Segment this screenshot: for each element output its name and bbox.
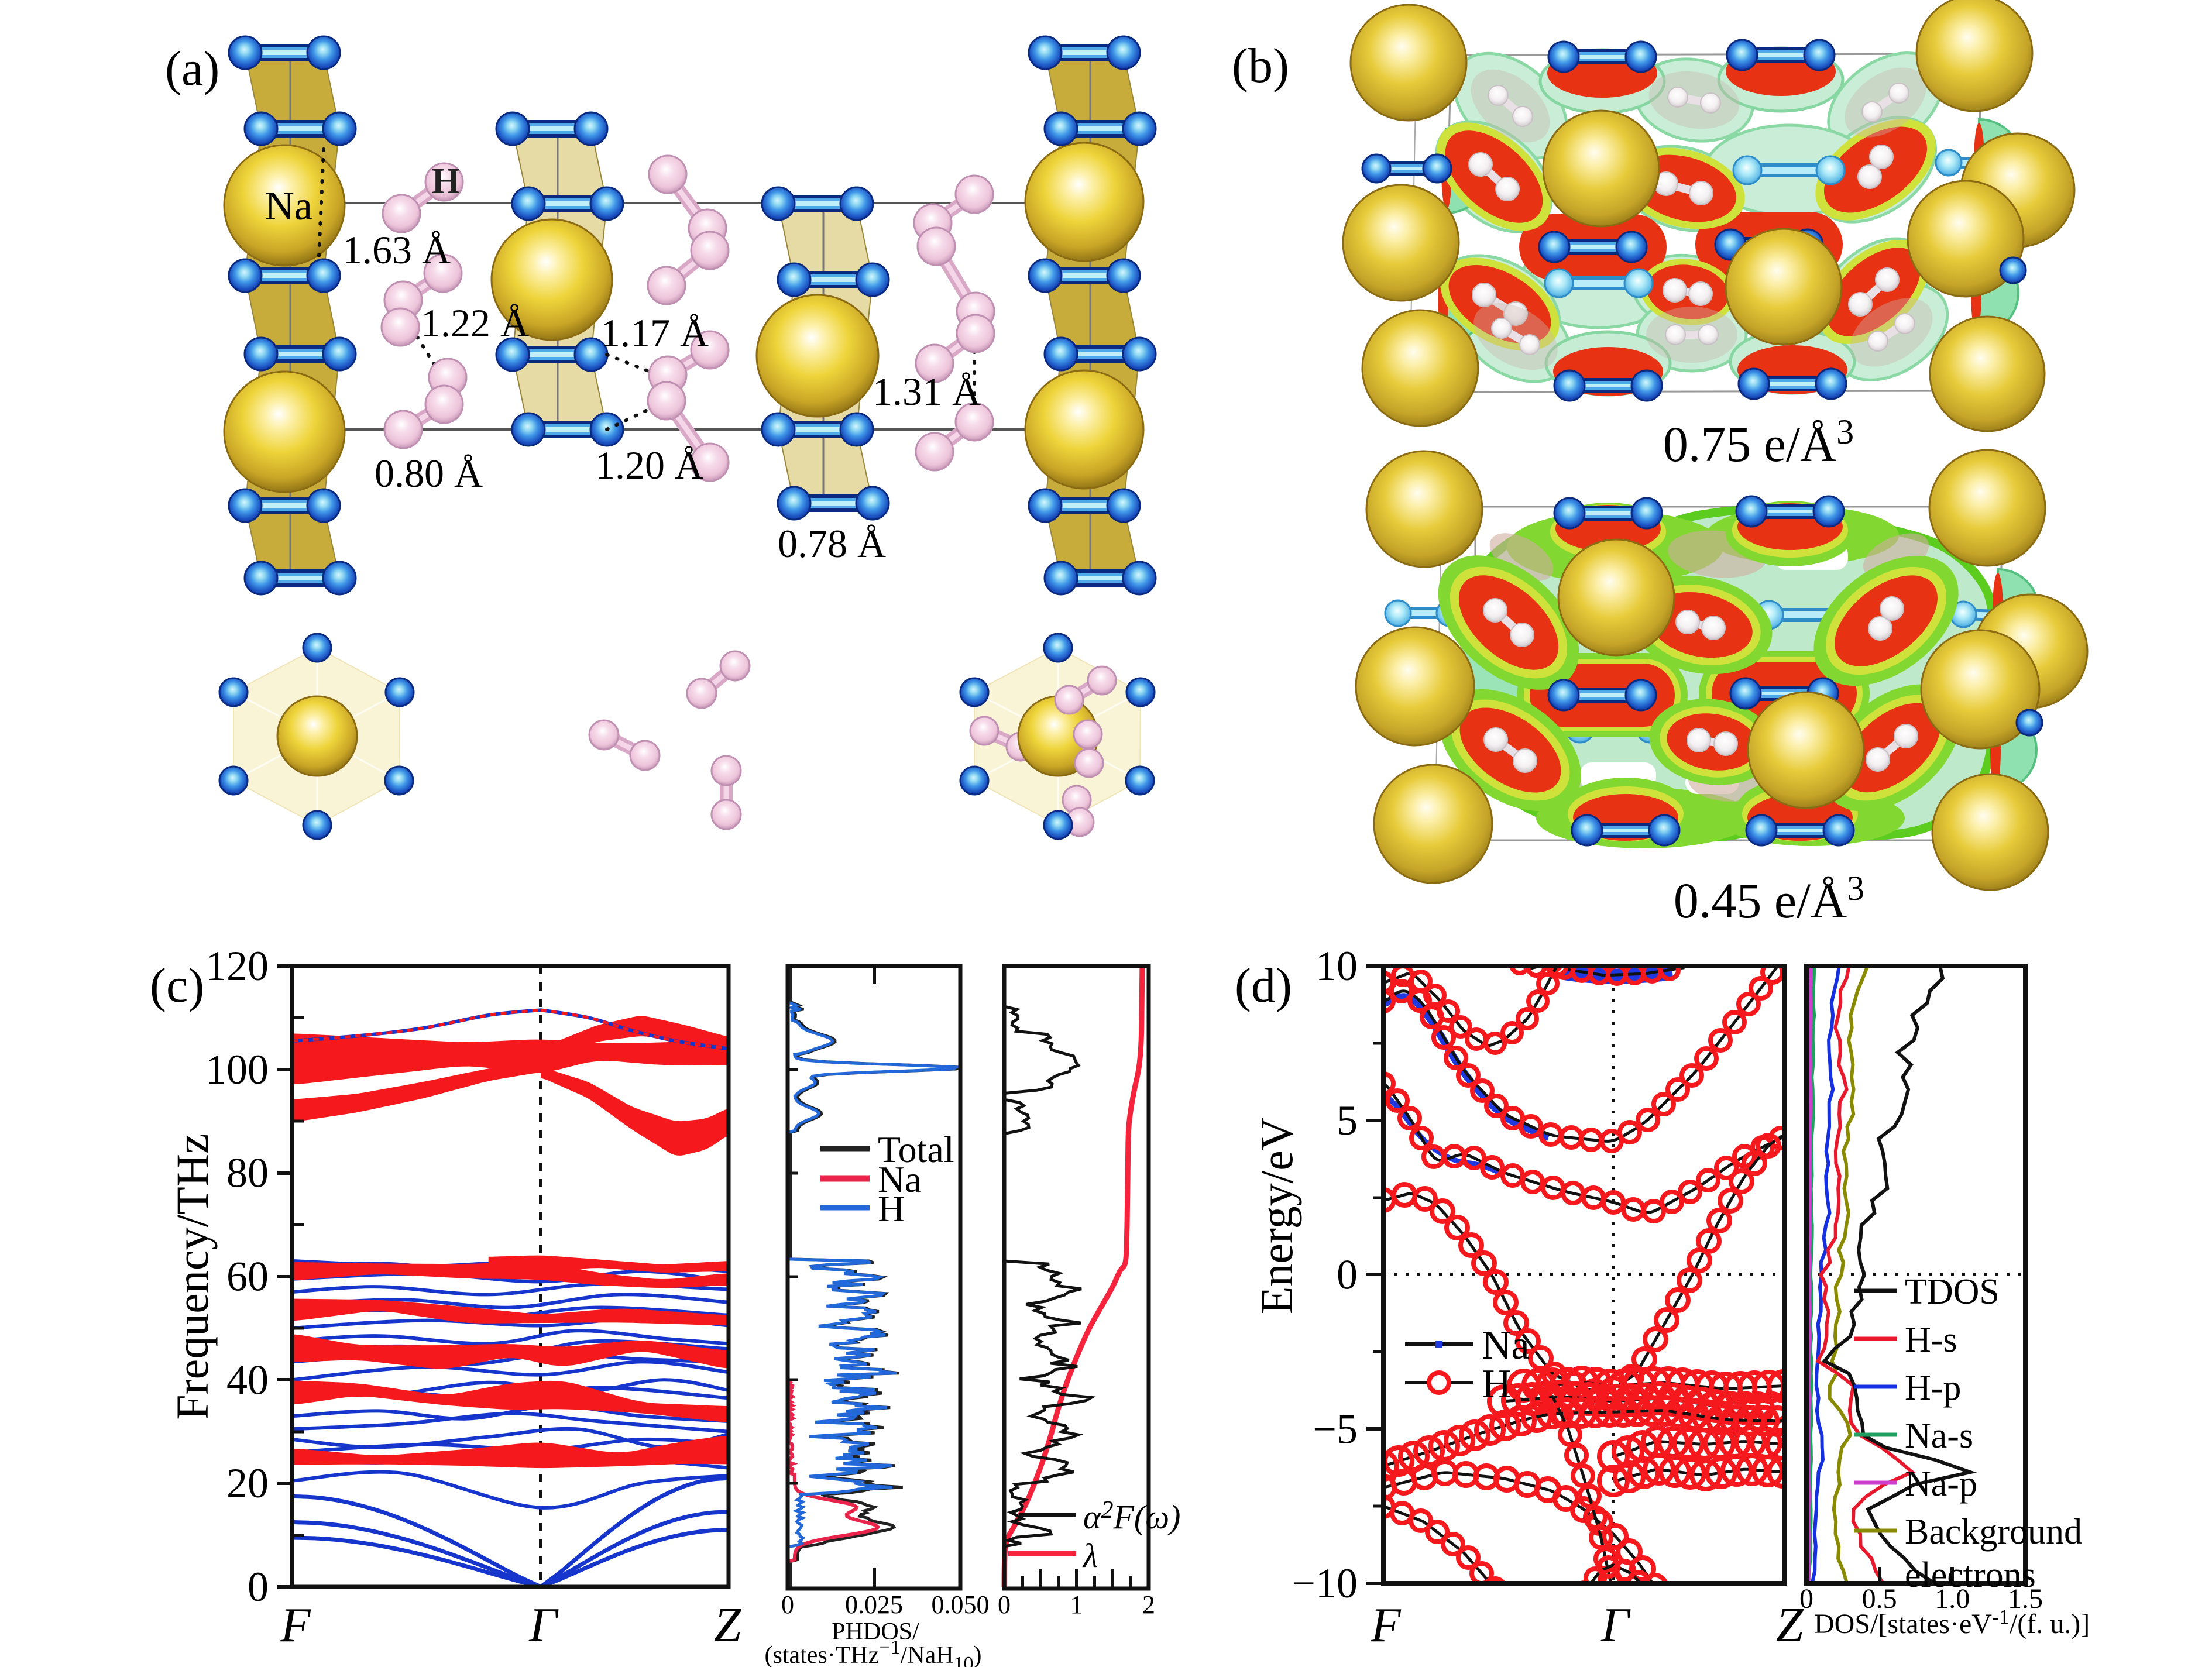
svg-text:60: 60 <box>226 1253 269 1300</box>
svg-text:(d): (d) <box>1235 958 1292 1013</box>
svg-text:20: 20 <box>226 1460 269 1507</box>
svg-text:1.0: 1.0 <box>1935 1583 1970 1614</box>
svg-text:0.5: 0.5 <box>1862 1583 1897 1614</box>
svg-text:(states·THz−1/NaH10): (states·THz−1/NaH10) <box>764 1637 981 1667</box>
svg-text:Na-s: Na-s <box>1905 1416 1973 1456</box>
svg-text:1: 1 <box>1070 1590 1083 1619</box>
svg-text:10: 10 <box>1315 943 1358 989</box>
svg-text:0.050: 0.050 <box>932 1590 990 1619</box>
svg-text:H: H <box>432 161 460 201</box>
svg-text:0: 0 <box>781 1590 794 1619</box>
svg-text:0.45 e/Å3: 0.45 e/Å3 <box>1674 869 1864 929</box>
svg-text:(a): (a) <box>165 42 219 96</box>
svg-text:2: 2 <box>1142 1590 1155 1619</box>
svg-text:Total: Total <box>878 1129 954 1170</box>
svg-text:λ: λ <box>1082 1537 1098 1575</box>
svg-text:Z: Z <box>714 1598 742 1652</box>
svg-text:H-p: H-p <box>1905 1368 1961 1408</box>
svg-text:5: 5 <box>1337 1097 1358 1144</box>
svg-text:Na-p: Na-p <box>1905 1464 1977 1504</box>
svg-text:40: 40 <box>226 1356 269 1403</box>
svg-text:Z: Z <box>1776 1598 1804 1652</box>
svg-text:−10: −10 <box>1292 1560 1358 1607</box>
svg-text:α2F(ω): α2F(ω) <box>1083 1497 1180 1536</box>
svg-text:Na: Na <box>1482 1323 1530 1368</box>
svg-text:F: F <box>280 1598 311 1652</box>
svg-text:1.22 Å: 1.22 Å <box>421 301 529 345</box>
svg-text:0.78 Å: 0.78 Å <box>778 521 886 566</box>
svg-text:Na: Na <box>878 1159 922 1200</box>
svg-text:0.025: 0.025 <box>845 1590 903 1619</box>
svg-text:1.31 Å: 1.31 Å <box>873 369 981 414</box>
svg-text:0.75 e/Å3: 0.75 e/Å3 <box>1663 413 1854 472</box>
svg-text:1.17 Å: 1.17 Å <box>600 311 709 355</box>
svg-text:DOS/[states·eV-1/(f. u.)]: DOS/[states·eV-1/(f. u.)] <box>1814 1605 2090 1639</box>
svg-text:H: H <box>1482 1362 1512 1407</box>
svg-text:Background: Background <box>1905 1512 2082 1552</box>
svg-text:1.63 Å: 1.63 Å <box>342 228 451 272</box>
svg-text:(c): (c) <box>150 958 204 1013</box>
svg-text:Frequency/THz: Frequency/THz <box>167 1133 218 1419</box>
svg-text:0: 0 <box>1337 1252 1358 1298</box>
svg-text:electrons: electrons <box>1905 1555 2036 1595</box>
svg-text:100: 100 <box>205 1046 269 1093</box>
svg-text:H-s: H-s <box>1905 1320 1957 1360</box>
svg-text:80: 80 <box>226 1150 269 1197</box>
svg-text:1.20 Å: 1.20 Å <box>595 443 703 487</box>
svg-text:TDOS: TDOS <box>1905 1272 2000 1312</box>
svg-text:1.5: 1.5 <box>2008 1583 2043 1614</box>
svg-text:H: H <box>878 1188 905 1229</box>
svg-text:(b): (b) <box>1232 39 1289 93</box>
svg-text:−5: −5 <box>1313 1405 1358 1452</box>
svg-text:0: 0 <box>248 1563 269 1610</box>
svg-text:Na: Na <box>265 184 312 229</box>
svg-text:Energy/eV: Energy/eV <box>1251 1118 1302 1314</box>
svg-text:Γ: Γ <box>528 1598 559 1652</box>
svg-text:120: 120 <box>205 943 269 989</box>
svg-text:0: 0 <box>1799 1583 1813 1614</box>
svg-text:F: F <box>1370 1598 1402 1652</box>
svg-text:Γ: Γ <box>1600 1598 1631 1652</box>
svg-text:0: 0 <box>998 1590 1011 1619</box>
svg-text:0.80 Å: 0.80 Å <box>375 451 483 496</box>
svg-text:PHDOS/: PHDOS/ <box>832 1618 919 1645</box>
